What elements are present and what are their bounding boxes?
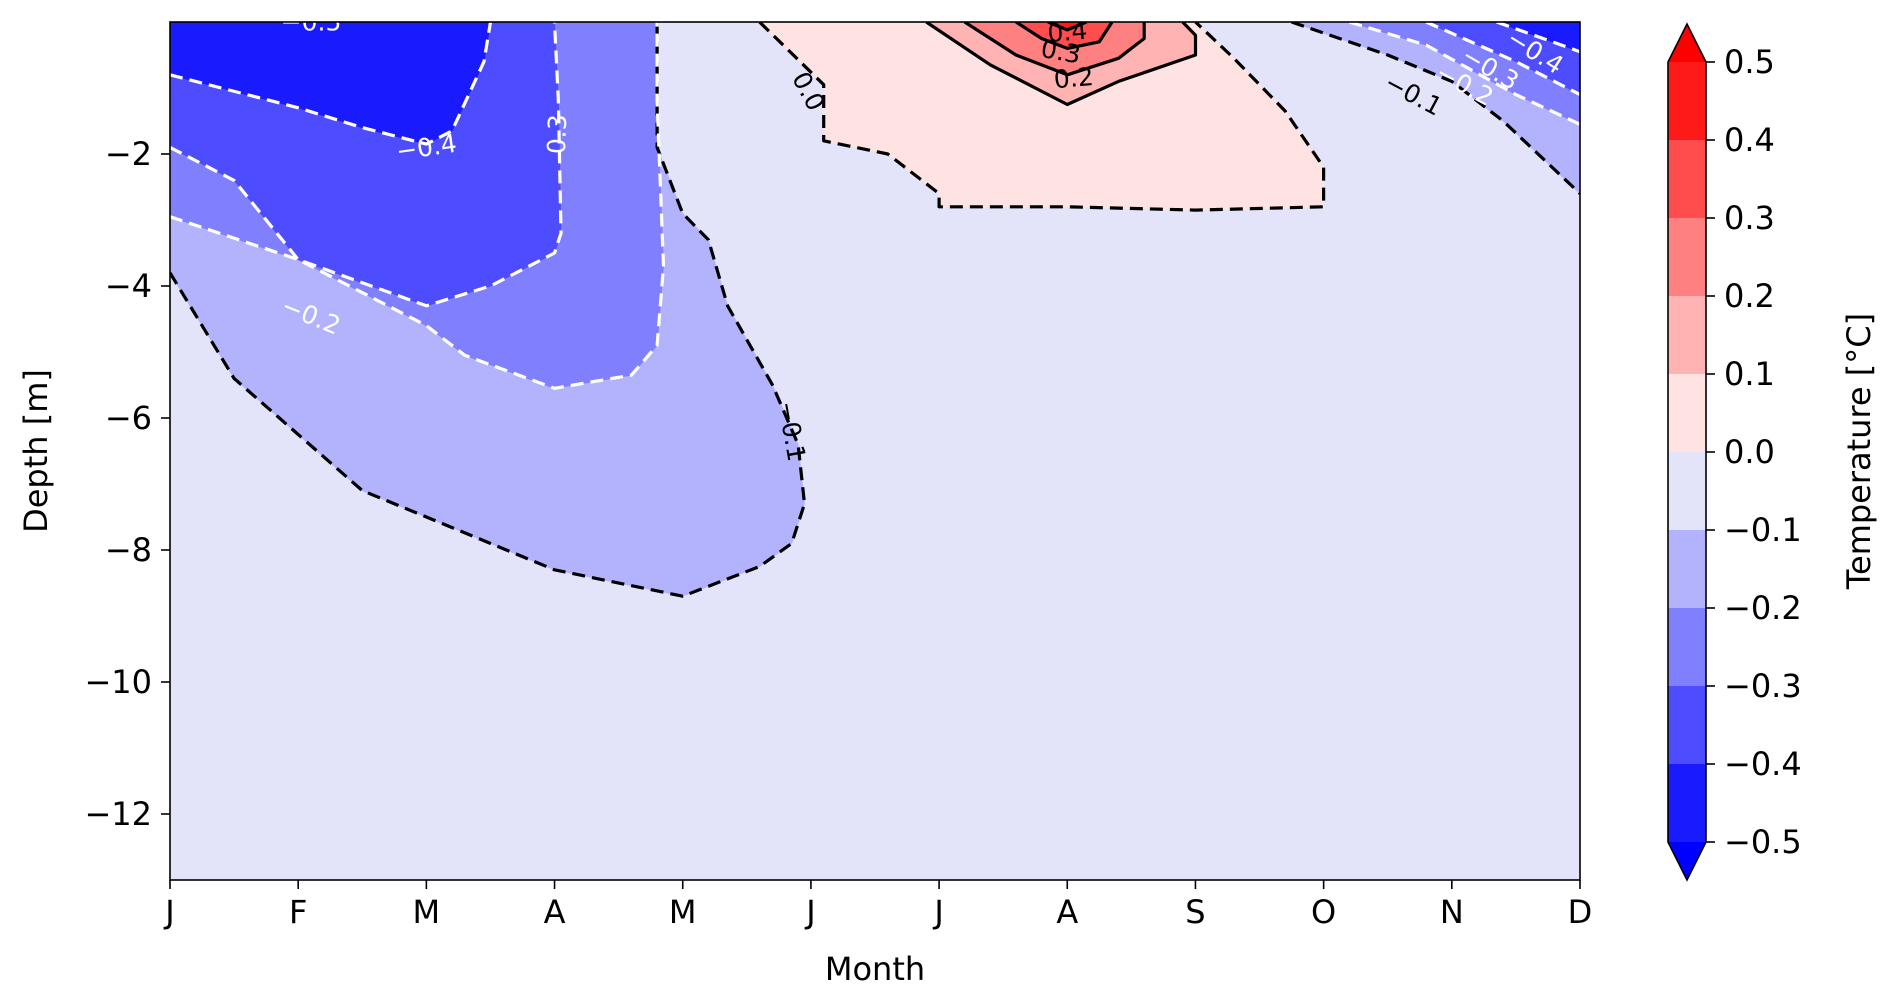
x-tick-label-5: J — [804, 893, 815, 931]
colorbar-swatch-7 — [1668, 608, 1706, 687]
contour-label-8: 0.4 — [1046, 16, 1088, 48]
colorbar-tick-label-6: −0.1 — [1724, 511, 1802, 549]
x-tick-label-9: O — [1311, 893, 1336, 931]
y-tick-label-0: −2 — [105, 135, 152, 173]
colorbar-swatch-0 — [1668, 62, 1706, 141]
y-axis-title: Depth [m] — [17, 369, 55, 533]
contour-line-5 — [925, 22, 1198, 107]
colorbar-tick-label-3: 0.2 — [1724, 277, 1775, 315]
contour-line-3 — [170, 22, 493, 146]
colorbar-swatch-6 — [1668, 530, 1706, 609]
contour-label-7: 0.3 — [1039, 34, 1083, 69]
colorbar-tick-label-0: 0.5 — [1724, 43, 1775, 81]
contour-line-6 — [963, 22, 1146, 77]
contour-line-11 — [1425, 22, 1580, 97]
x-tick-label-7: A — [1056, 893, 1078, 931]
contour-label-0: −0.5 — [281, 8, 342, 37]
y-tick-label-3: −8 — [105, 531, 152, 569]
colorbar-extend-top — [1668, 24, 1706, 62]
contour-line-7 — [1015, 22, 1114, 50]
contour-line-9 — [1291, 22, 1580, 195]
colorbar-swatch-2 — [1668, 218, 1706, 297]
contour-line-layer — [170, 22, 1580, 598]
x-tick-label-10: N — [1440, 893, 1464, 931]
x-tick-label-11: D — [1568, 893, 1593, 931]
x-tick-label-3: A — [544, 893, 566, 931]
colorbar-tick-label-2: 0.3 — [1724, 199, 1775, 237]
x-tick-label-6: J — [932, 893, 943, 931]
contour-line-4 — [758, 22, 1326, 212]
colorbar-tick-label-8: −0.3 — [1724, 667, 1802, 705]
plot-frame — [169, 21, 1581, 881]
contour-line-0 — [170, 22, 807, 598]
contour-line-10 — [1348, 22, 1580, 126]
contour-line-8 — [1047, 22, 1088, 32]
colorbar-tick-label-5: 0.0 — [1724, 433, 1775, 471]
colorbar-tick-label-9: −0.4 — [1724, 745, 1802, 783]
colorbar: 0.5 0.4 0.3 0.2 0.1 0.0 −0.1 −0.2 −0.3 −0.4 −0.5 — [1667, 22, 1802, 882]
contour-line-2 — [170, 22, 563, 308]
y-tick-label-5: −12 — [84, 795, 152, 833]
x-tick-label-0: J — [163, 893, 174, 931]
colorbar-swatch-5 — [1668, 452, 1706, 531]
colorbar-swatch-1 — [1668, 140, 1706, 219]
y-axis: −2 −4 −6 −8 −10 −12 — [84, 135, 170, 833]
y-tick-label-2: −6 — [105, 399, 152, 437]
contour-line-1 — [170, 22, 666, 390]
colorbar-tick-label-10: −0.5 — [1724, 823, 1802, 861]
y-tick-label-1: −4 — [105, 267, 152, 305]
colorbar-tick-label-7: −0.2 — [1724, 589, 1802, 627]
x-axis-title: Month — [825, 950, 925, 988]
x-tick-label-8: S — [1185, 893, 1205, 931]
x-tick-label-4: M — [669, 893, 697, 931]
colorbar-label: Temperature [°C] — [1840, 313, 1878, 590]
x-tick-label-1: F — [289, 893, 307, 931]
colorbar-swatch-3 — [1668, 296, 1706, 375]
y-tick-label-4: −10 — [84, 663, 152, 701]
colorbar-tick-label-4: 0.1 — [1724, 355, 1775, 393]
x-tick-label-2: M — [413, 893, 441, 931]
contour-label-6: 0.2 — [1053, 62, 1095, 94]
contour-label-2: 0.3 — [542, 114, 572, 155]
colorbar-extend-bottom — [1668, 842, 1706, 880]
colorbar-swatch-4 — [1668, 374, 1706, 453]
contour-line-12 — [1496, 22, 1580, 54]
colorbar-swatch-8 — [1668, 686, 1706, 765]
colorbar-swatch-9 — [1668, 764, 1706, 843]
colorbar-tick-label-1: 0.4 — [1724, 121, 1775, 159]
